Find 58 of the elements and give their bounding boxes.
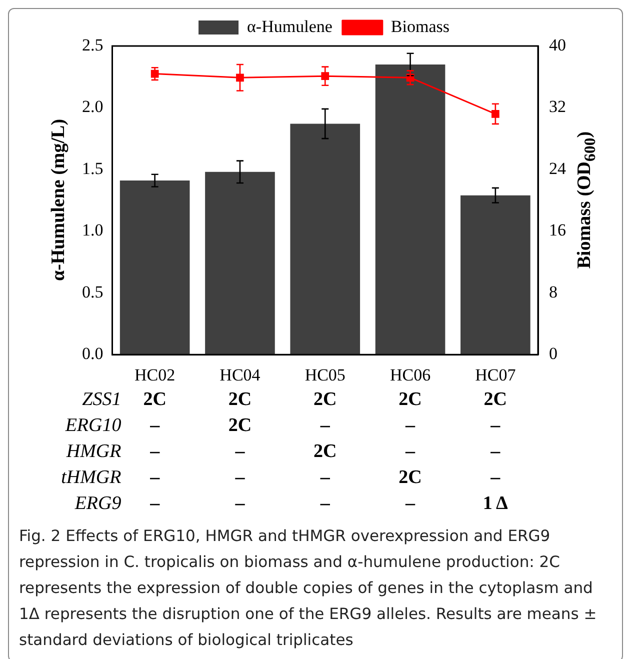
bar [120, 180, 190, 355]
y-axis-title: α-Humulene (mg/L) [48, 119, 70, 282]
point [236, 74, 244, 82]
y2-tick-label: 16 [549, 220, 566, 240]
text: tHMGR [61, 467, 122, 489]
text: – [150, 441, 160, 463]
text: 2C [398, 389, 422, 411]
y-tick-label: 0.5 [82, 282, 104, 302]
text: – [490, 415, 500, 437]
text: – [320, 467, 330, 489]
y-tick-label: 2.5 [82, 35, 104, 54]
y2-tick-label: 8 [549, 282, 558, 302]
legend-label: α-Humulene [247, 16, 332, 36]
point [491, 110, 500, 118]
text: – [235, 493, 245, 515]
text: 2C [314, 389, 337, 411]
text: – [150, 493, 160, 515]
text: – [406, 441, 416, 463]
text: 2C [314, 441, 337, 463]
text: – [406, 415, 416, 437]
caption: Fig. 2 Effects of ERG10, HMGR and tHMGR overexpression and ERG9 repression in C. tropicalis on biomass and α-humulene production: 2C represents the expression of double copies of genes in the cytoplasm and 1Δ represents the disruption one of the ERG9 alleles. Results are means ± standard deviations of biological triplicates [18, 526, 598, 651]
text: 2C [143, 389, 166, 411]
y2-tick-label: 24 [549, 158, 566, 178]
text: – [490, 467, 500, 489]
bar [205, 172, 275, 355]
text: – [235, 467, 245, 489]
y-tick-label: 2.0 [82, 97, 104, 116]
text: – [150, 415, 160, 437]
legend-label: Biomass [390, 16, 450, 36]
text: – [150, 467, 160, 489]
text: ZSS1 [82, 389, 122, 411]
x-tick-label: HC06 [390, 365, 431, 384]
text: – [320, 493, 330, 515]
bar [460, 195, 530, 355]
text: HMGR [66, 441, 122, 463]
text: ERG10 [65, 415, 122, 437]
text: 2C [398, 467, 422, 489]
y-tick-label: 0.0 [82, 344, 104, 364]
text: 2C [228, 389, 252, 411]
text: – [320, 415, 330, 437]
text: – [490, 441, 500, 463]
bar [290, 124, 360, 355]
x-tick-label: HC04 [220, 365, 261, 384]
x-tick-label: HC05 [304, 365, 346, 384]
bar [375, 64, 446, 355]
text: 1 Δ [482, 493, 508, 515]
x-tick-label: HC02 [134, 365, 176, 384]
y-tick-label: 1.0 [82, 220, 104, 240]
text: ERG9 [74, 493, 122, 515]
text: 2C [228, 415, 252, 437]
y2-tick-label: 40 [549, 35, 566, 54]
text: – [406, 493, 416, 515]
y2-tick-label: 32 [549, 97, 566, 116]
text: – [235, 441, 245, 463]
x-tick-label: HC07 [475, 365, 516, 384]
y-tick-label: 1.5 [82, 158, 104, 178]
text: 2C [484, 389, 508, 411]
y2-tick-label: 0 [549, 344, 558, 364]
